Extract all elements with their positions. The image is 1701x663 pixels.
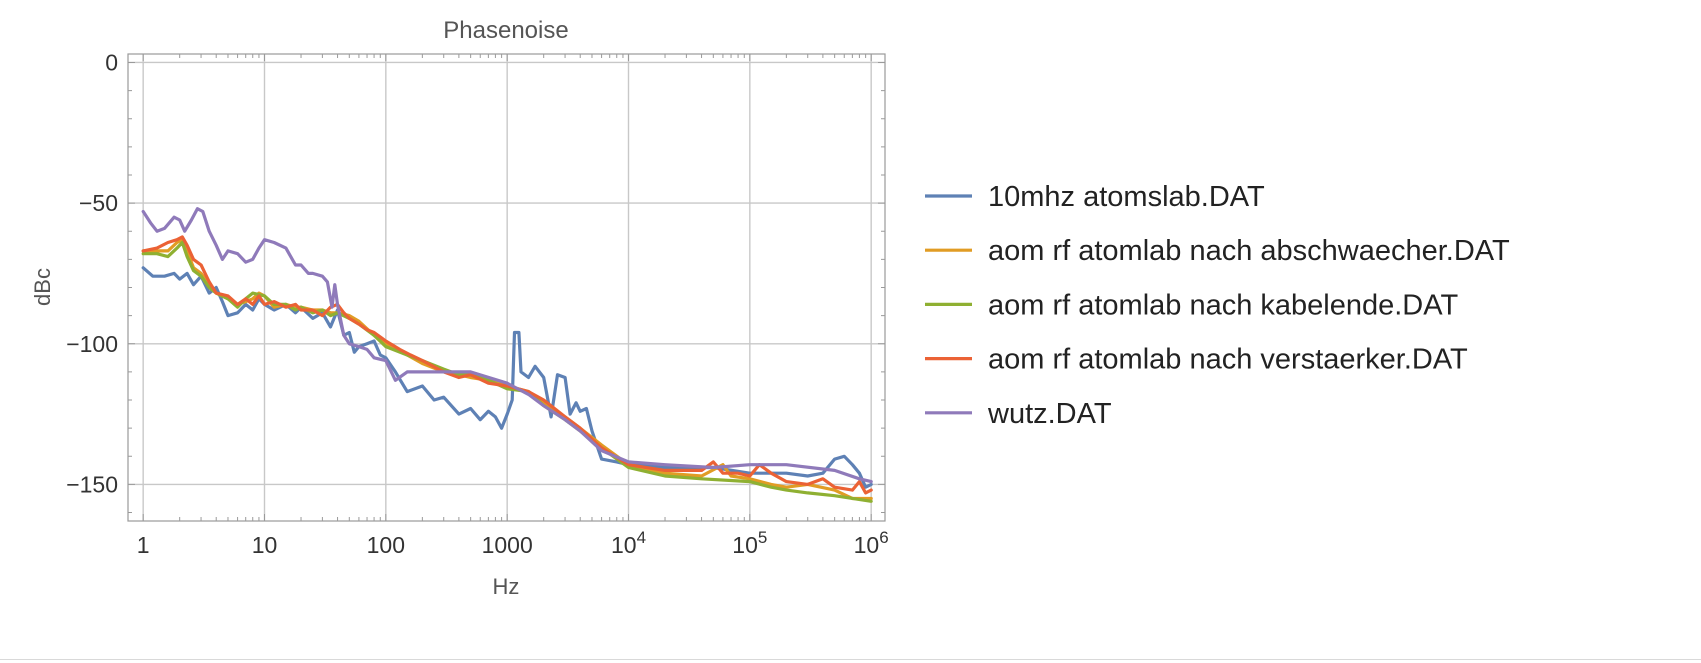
x-tick-exponent: 5 [758,528,767,547]
grid [128,54,885,521]
x-tick-label: 1000 [482,532,533,558]
legend-label-2: aom rf atomlab nach abschwaecher.DAT [988,235,1510,267]
x-tick-label: 1 [137,532,150,558]
series-line-5 [141,207,873,484]
axis-labels: 1 10 100 1000 104 105 106 0 −50 −100 −150 [66,49,889,558]
legend-label-5: wutz.DAT [987,398,1112,430]
axis-ticks [128,54,885,521]
x-tick-label: 104 [611,528,646,558]
y-tick-label: −100 [66,331,118,357]
y-tick-label: −150 [66,471,118,497]
bottom-divider [0,659,1701,660]
x-tick-label: 10 [252,532,278,558]
tick-marks [128,54,885,521]
legend: 10mhz atomslab.DAT aom rf atomlab nach ab… [925,181,1510,430]
x-tick-exponent: 4 [637,528,646,547]
series-line-4 [141,235,873,495]
x-tick-label: 106 [854,528,889,558]
legend-label-3: aom rf atomlab nach kabelende.DAT [988,289,1458,321]
x-axis-label: Hz [493,574,520,599]
series-lines [141,207,873,503]
legend-label-4: aom rf atomlab nach verstaerker.DAT [988,344,1468,376]
x-tick-label: 100 [367,532,405,558]
chart-title: Phasenoise [443,17,568,44]
x-tick-exponent: 6 [879,528,888,547]
y-tick-label: −50 [79,190,118,216]
y-tick-label: 0 [105,49,118,75]
legend-label-1: 10mhz atomslab.DAT [988,181,1265,213]
x-tick-label: 105 [732,528,767,558]
y-axis-label: dBc [30,268,55,306]
